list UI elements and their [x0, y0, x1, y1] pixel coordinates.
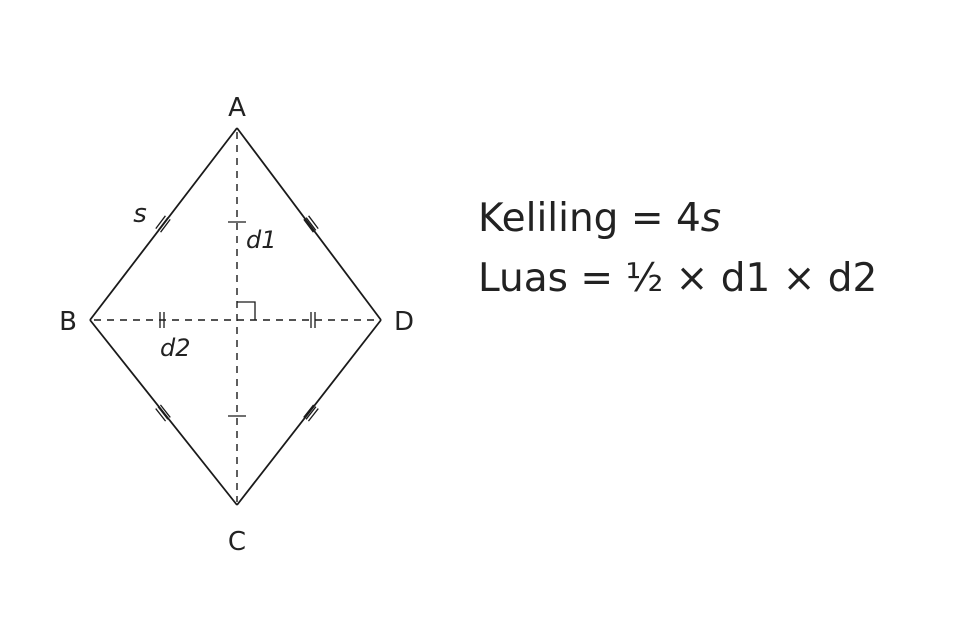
side-dc [236, 319, 382, 506]
diag2-tick-left [159, 312, 165, 328]
diag2-tick-right [310, 312, 316, 328]
diag1-label: d1 [246, 226, 277, 254]
side-tick-ad [303, 215, 319, 233]
side-tick-bc [155, 404, 171, 422]
area-name: Luas [478, 256, 568, 301]
area-equals: = [580, 256, 614, 301]
diag2-label: d2 [160, 334, 191, 362]
side-label-s: s [133, 199, 147, 229]
vertex-label-a: A [228, 93, 246, 123]
vertex-label-b: B [59, 307, 77, 337]
vertex-label-c: C [228, 527, 246, 557]
perimeter-name: Keliling [478, 196, 619, 241]
right-angle-marker [237, 301, 256, 320]
perimeter-variable: s [700, 196, 722, 241]
side-tick-ab [155, 215, 171, 233]
vertex-label-d: D [394, 307, 414, 337]
area-expression: ½ × d1 × d2 [625, 256, 878, 301]
side-ad [236, 127, 382, 321]
perimeter-equals: = [630, 196, 664, 241]
perimeter-formula: Keliling = 4s [478, 196, 721, 241]
side-bc [89, 319, 238, 506]
side-tick-dc [303, 404, 319, 422]
area-formula: Luas = ½ × d1 × d2 [478, 256, 877, 301]
perimeter-value: 4 [675, 196, 701, 241]
